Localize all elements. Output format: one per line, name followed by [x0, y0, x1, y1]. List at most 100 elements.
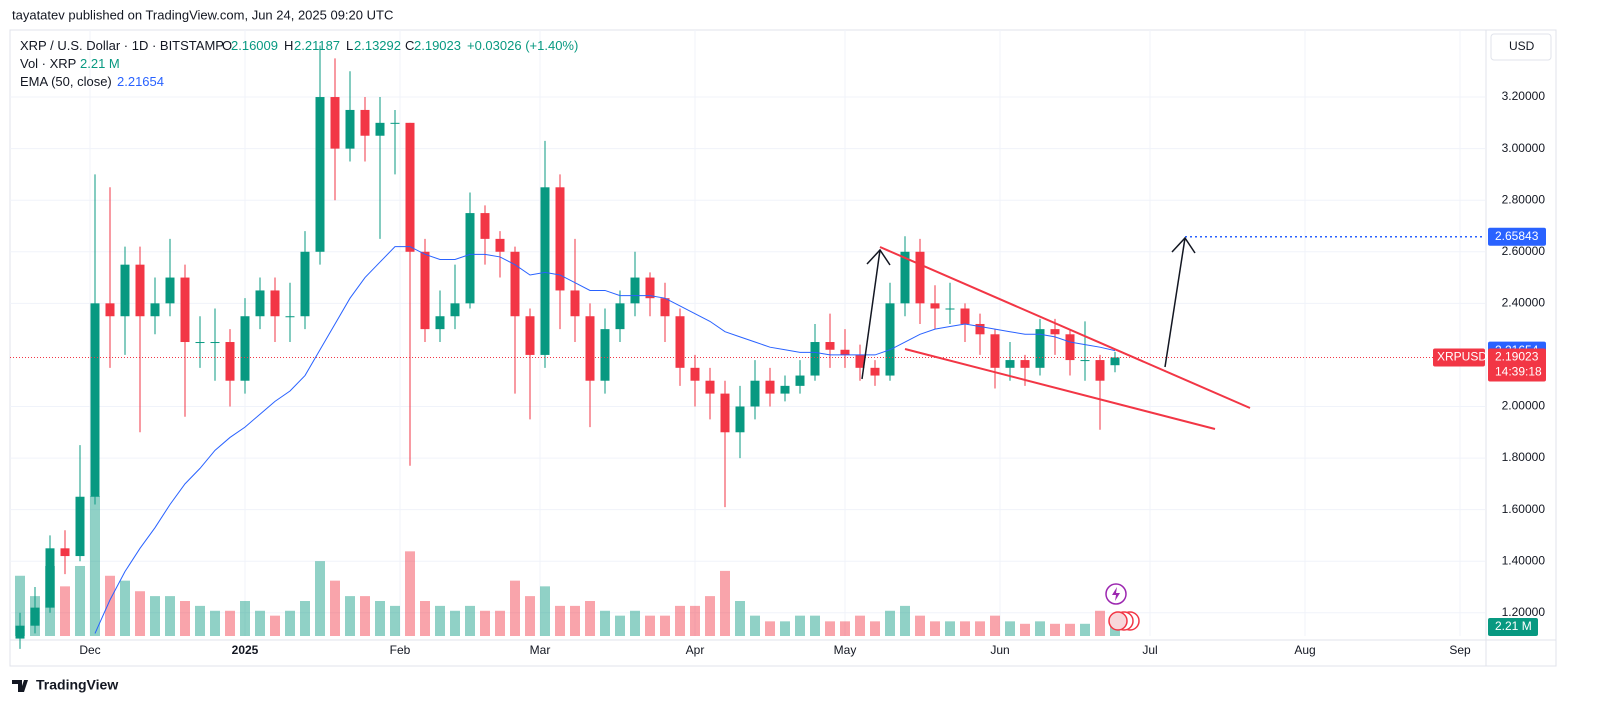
candle-body: [120, 264, 130, 317]
legend-volume: Vol · XRP 2.21 M: [20, 56, 120, 71]
candle-body: [930, 303, 940, 309]
x-tick-label: Jun: [990, 643, 1009, 657]
candle-body: [780, 385, 790, 394]
volume-bar: [120, 580, 130, 636]
candle-body: [45, 548, 55, 608]
volume-bar: [135, 591, 145, 636]
candle-body: [285, 316, 295, 318]
candle-body: [600, 329, 610, 381]
candle-body: [465, 213, 475, 304]
candle-body: [765, 380, 775, 394]
volume-bar: [435, 605, 445, 636]
change-value: +0.03026 (+1.40%): [467, 38, 578, 53]
volume-bar: [735, 600, 745, 636]
arrow: [861, 248, 891, 380]
volume-bar: [195, 605, 205, 636]
legend-symbol: XRP / U.S. Dollar · 1D · BITSTAMP O 2.16…: [20, 38, 578, 53]
y-tick-label: 1.40000: [1502, 553, 1546, 567]
candle-body: [525, 316, 535, 355]
candle-body: [630, 277, 640, 304]
ohlc-label: O: [222, 38, 232, 53]
volume-bar: [675, 605, 685, 636]
volume-bar: [165, 596, 175, 636]
candle-body: [735, 406, 745, 433]
volume-bar: [375, 600, 385, 636]
volume-bar: [945, 621, 955, 636]
volume-bar: [390, 605, 400, 636]
candle-body: [210, 342, 220, 344]
volume-bar: [885, 610, 895, 636]
candle-body: [570, 290, 580, 317]
high-value: 2.21187: [294, 38, 340, 53]
candle-body: [420, 251, 430, 330]
volume-bar: [225, 610, 235, 636]
candle-body: [315, 97, 325, 252]
candle-body: [375, 122, 385, 136]
volume-bar: [315, 561, 325, 636]
volume-bar: [240, 600, 250, 636]
candle-body: [60, 548, 70, 557]
candle-body: [750, 380, 760, 407]
ema-name: EMA (50, close): [20, 74, 112, 89]
volume-bar: [840, 621, 850, 636]
volume-bar: [1035, 621, 1045, 636]
y-tick-label: 2.00000: [1502, 399, 1546, 413]
volume-bar: [810, 615, 820, 636]
y-tick-label: 1.80000: [1502, 450, 1546, 464]
candle-body: [960, 308, 970, 324]
candle-body: [450, 303, 460, 317]
candle-body: [1065, 334, 1075, 361]
volume-bar: [270, 615, 280, 636]
candle-body: [810, 342, 820, 376]
brand-name: TradingView: [36, 677, 118, 693]
ticker-tag: [1433, 348, 1485, 367]
volume-bar: [1095, 610, 1105, 636]
close-value: 2.19023: [414, 38, 461, 53]
candle-body: [330, 97, 340, 149]
candle-body: [915, 251, 925, 304]
y-tick-label: 2.60000: [1502, 244, 1546, 258]
x-tick-label: Dec: [79, 643, 100, 657]
volume-bar: [780, 621, 790, 636]
volume-bar: [285, 610, 295, 636]
candle-body: [150, 303, 160, 317]
volume-bar: [1065, 623, 1075, 636]
volume-bar: [1080, 623, 1090, 636]
volume-bar: [420, 600, 430, 636]
x-tick-label: May: [834, 643, 857, 657]
candle-body: [15, 625, 25, 639]
candle-body: [255, 290, 265, 317]
candle-body: [270, 290, 280, 317]
volume-bar: [585, 600, 595, 636]
candle-body: [990, 334, 1000, 368]
volume-bar: [75, 565, 85, 636]
volume-bar: [570, 605, 580, 636]
candle-body: [390, 122, 400, 124]
countdown-label: 14:39:18: [1495, 365, 1542, 379]
candle-body: [510, 251, 520, 317]
target-tag: [1488, 227, 1546, 246]
candle-body: [75, 496, 85, 557]
brand: [12, 680, 28, 692]
candle-body: [135, 264, 145, 317]
candle-body: [360, 109, 370, 136]
currency-button[interactable]: [1490, 33, 1552, 61]
volume-bar: [480, 610, 490, 636]
y-tick-label: 1.20000: [1502, 605, 1546, 619]
ticker-tag-label: XRPUSD: [1437, 350, 1487, 364]
price-tag: [1488, 348, 1546, 382]
volume-bar: [465, 605, 475, 636]
candle-body: [975, 323, 985, 335]
ohlc-label: H: [284, 38, 293, 53]
x-tick-label: Apr: [686, 643, 705, 657]
x-tick-label: Aug: [1294, 643, 1315, 657]
candle-body: [825, 342, 835, 350]
candle-body: [555, 187, 565, 291]
volume-bar: [795, 615, 805, 636]
volume-bar: [1050, 623, 1060, 636]
candle-body: [615, 303, 625, 330]
candle-body: [720, 393, 730, 433]
volume-name: Vol · XRP: [20, 56, 76, 71]
candle-body: [660, 298, 670, 317]
wedge-upper-line: [879, 246, 1251, 409]
